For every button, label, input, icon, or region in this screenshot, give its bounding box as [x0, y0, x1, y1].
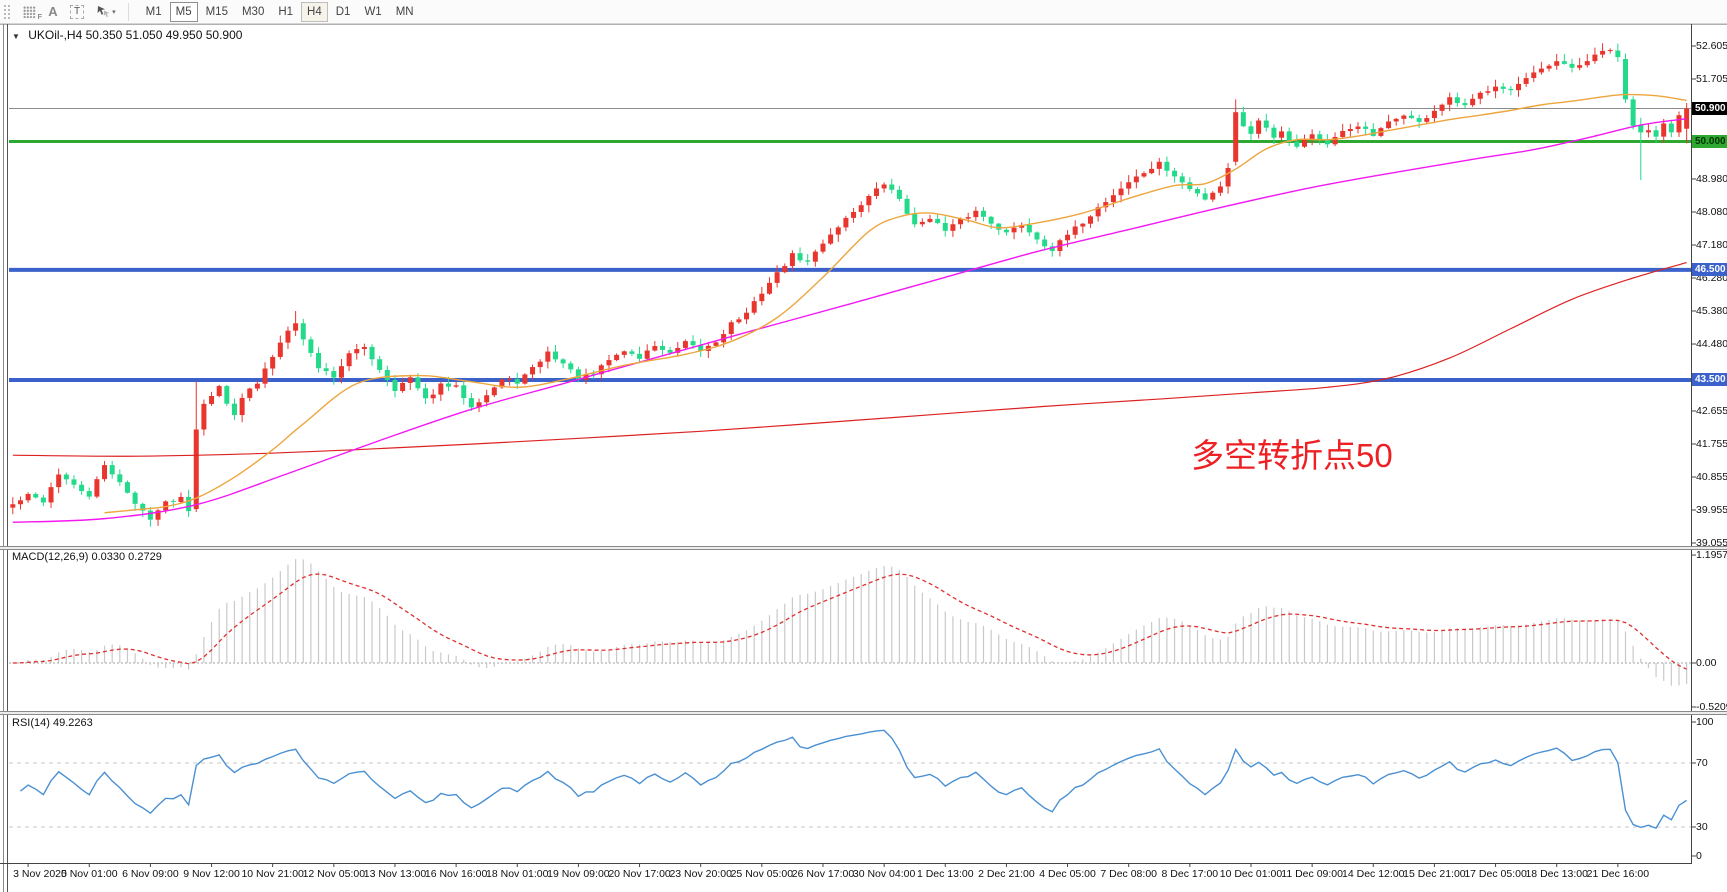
toolbar-separator	[127, 2, 130, 21]
timeframe-button-m5[interactable]: M5	[169, 1, 198, 22]
timeframe-button-h4[interactable]: H4	[301, 1, 328, 22]
dotted-grid-f-icon[interactable]: F	[17, 2, 42, 22]
cursor-arrows-icon	[97, 6, 110, 18]
dropdown-caret-icon: ▾	[112, 8, 116, 16]
horizontal-lines-layer	[9, 108, 1691, 382]
macd-layer	[9, 559, 1691, 686]
timeframe-toolbar: M1 M5 M15 M30 H1 H4 D1 W1 MN	[140, 1, 420, 22]
axis-ticks-layer	[27, 45, 1696, 867]
toolbar-drag-handle[interactable]	[3, 3, 11, 20]
timeframe-button-w1[interactable]: W1	[358, 2, 387, 22]
chart-canvas[interactable]	[0, 24, 1727, 892]
text-label-icon[interactable]: T	[64, 2, 90, 22]
ma-mid-line	[12, 118, 1687, 523]
candles-layer	[10, 43, 1690, 527]
timeframe-button-m15[interactable]: M15	[200, 2, 234, 22]
timeframe-button-m30[interactable]: M30	[236, 2, 270, 22]
moving-averages-layer	[12, 93, 1687, 523]
timeframe-button-m1[interactable]: M1	[140, 2, 168, 22]
rsi-layer	[9, 729, 1691, 829]
timeframe-button-d1[interactable]: D1	[330, 2, 357, 22]
text-a-icon[interactable]: A	[42, 2, 64, 22]
timeframe-button-h1[interactable]: H1	[272, 2, 299, 22]
ma-slow-line	[12, 262, 1687, 457]
timeframe-button-mn[interactable]: MN	[390, 2, 420, 22]
cursor-mode-icon[interactable]: ▾	[90, 2, 122, 22]
rsi-line	[20, 729, 1688, 829]
ma-fast-line	[104, 93, 1687, 514]
chart-frame	[0, 24, 1727, 892]
macd-signal-line	[12, 573, 1687, 670]
dotted-grid-glyph: F	[23, 5, 42, 21]
toolbar: F A T ▾ M1 M5 M15 M30 H1 H4 D1 W1 MN	[0, 0, 1727, 24]
